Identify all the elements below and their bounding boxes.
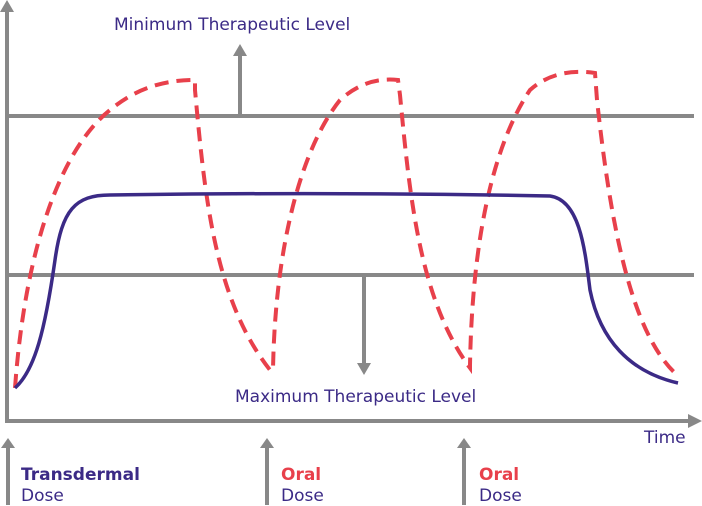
- transdermal-concentration-curve: [13, 191, 679, 390]
- max-therapeutic-level-label: Maximum Therapeutic Level: [235, 387, 477, 407]
- oral-dose-2-kind: Oral: [479, 465, 520, 485]
- transdermal-dose-word: Dose: [21, 486, 64, 506]
- dose-arrowhead-oral-2: [457, 438, 471, 448]
- dose-arrowhead-oral-1: [260, 438, 274, 448]
- y-axis-arrowhead: [0, 0, 14, 12]
- min-therapeutic-level-label: Minimum Therapeutic Level: [114, 15, 351, 35]
- x-axis-arrowhead: [688, 414, 702, 428]
- oral-concentration-curve: [13, 69, 677, 389]
- min-level-arrowhead: [233, 44, 247, 56]
- oral-dose-1-kind: Oral: [281, 465, 322, 485]
- max-level-arrowhead: [357, 363, 371, 375]
- time-axis-label: Time: [644, 428, 686, 448]
- oral-dose-1-word: Dose: [281, 486, 324, 506]
- oral-dose-2-word: Dose: [479, 486, 522, 506]
- dose-arrowhead-transdermal: [1, 438, 15, 448]
- transdermal-dose-kind: Transdermal: [21, 465, 140, 485]
